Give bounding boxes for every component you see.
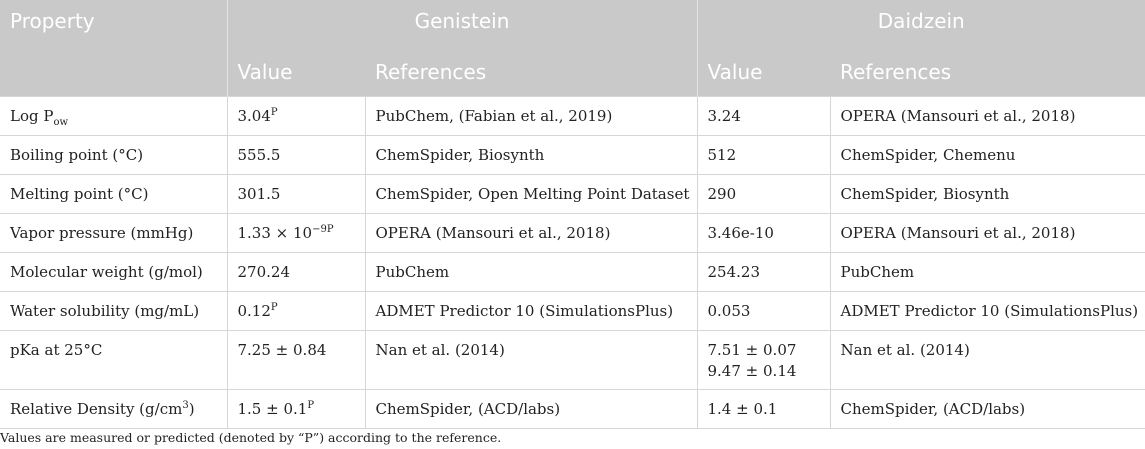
header-daidzein-references: References [830, 48, 1145, 97]
genistein-reference-cell: ChemSpider, Open Melting Point Dataset [364, 174, 697, 214]
header-genistein-references: References [365, 48, 697, 97]
table-row: Relative Density (g/cm3) 1.5 ± 0.1P Chem… [0, 389, 1145, 429]
daidzein-value-cell: 0.053 [696, 291, 830, 331]
property-cell: Water solubility (mg/mL) [0, 291, 227, 331]
genistein-value-cell: 301.5 [226, 174, 365, 214]
table-row: Log Pow 3.04P PubChem, (Fabian et al., 2… [0, 96, 1145, 136]
daidzein-value-cell: 7.51 ± 0.07 9.47 ± 0.14 [696, 330, 830, 390]
table-row: Molecular weight (g/mol) 270.24 PubChem … [0, 252, 1145, 292]
genistein-reference-cell: Nan et al. (2014) [364, 330, 697, 390]
genistein-value-cell: 1.5 ± 0.1P [226, 389, 365, 429]
properties-table: Property Genistein Daidzein Value Refere… [0, 0, 1145, 429]
daidzein-reference-cell: OPERA (Mansouri et al., 2018) [829, 96, 1145, 136]
daidzein-reference-cell: ChemSpider, Chemenu [829, 135, 1145, 175]
genistein-value-cell: 555.5 [226, 135, 365, 175]
table-row: Water solubility (mg/mL) 0.12P ADMET Pre… [0, 291, 1145, 331]
header-genistein: Genistein [226, 0, 697, 48]
daidzein-reference-cell: ChemSpider, Biosynth [829, 174, 1145, 214]
genistein-value-cell: 7.25 ± 0.84 [226, 330, 365, 390]
genistein-reference-cell: PubChem, (Fabian et al., 2019) [364, 96, 697, 136]
daidzein-value-cell: 1.4 ± 0.1 [696, 389, 830, 429]
table-row: Boiling point (°C) 555.5 ChemSpider, Bio… [0, 135, 1145, 175]
daidzein-reference-cell: ChemSpider, (ACD/labs) [829, 389, 1145, 429]
table-row: Vapor pressure (mmHg) 1.33 × 10−9P OPERA… [0, 213, 1145, 253]
daidzein-value-cell: 3.24 [696, 96, 830, 136]
header-daidzein-value: Value [696, 48, 830, 97]
genistein-reference-cell: ChemSpider, Biosynth [364, 135, 697, 175]
daidzein-reference-cell: PubChem [829, 252, 1145, 292]
genistein-value-cell: 270.24 [226, 252, 365, 292]
property-cell: Melting point (°C) [0, 174, 227, 214]
genistein-value-cell: 3.04P [226, 96, 365, 136]
property-cell: Vapor pressure (mmHg) [0, 213, 227, 253]
property-cell: Log Pow [0, 96, 227, 136]
genistein-reference-cell: ADMET Predictor 10 (SimulationsPlus) [364, 291, 697, 331]
genistein-reference-cell: PubChem [364, 252, 697, 292]
daidzein-value-cell: 512 [696, 135, 830, 175]
header-genistein-value: Value [226, 48, 365, 97]
table-footnote: Values are measured or predicted (denote… [0, 430, 502, 445]
property-cell: Boiling point (°C) [0, 135, 227, 175]
header-daidzein: Daidzein [696, 0, 1145, 48]
table-row: Melting point (°C) 301.5 ChemSpider, Ope… [0, 174, 1145, 214]
genistein-reference-cell: ChemSpider, (ACD/labs) [364, 389, 697, 429]
daidzein-reference-cell: Nan et al. (2014) [829, 330, 1145, 390]
daidzein-reference-cell: OPERA (Mansouri et al., 2018) [829, 213, 1145, 253]
property-cell: Relative Density (g/cm3) [0, 389, 227, 429]
daidzein-value-cell: 3.46e-10 [696, 213, 830, 253]
header-property: Property [0, 0, 227, 97]
genistein-value-cell: 1.33 × 10−9P [226, 213, 365, 253]
property-cell: pKa at 25°C [0, 330, 227, 390]
genistein-reference-cell: OPERA (Mansouri et al., 2018) [364, 213, 697, 253]
property-cell: Molecular weight (g/mol) [0, 252, 227, 292]
daidzein-reference-cell: ADMET Predictor 10 (SimulationsPlus) [829, 291, 1145, 331]
daidzein-value-cell: 254.23 [696, 252, 830, 292]
genistein-value-cell: 0.12P [226, 291, 365, 331]
daidzein-value-cell: 290 [696, 174, 830, 214]
table-row: pKa at 25°C 7.25 ± 0.84 Nan et al. (2014… [0, 330, 1145, 390]
